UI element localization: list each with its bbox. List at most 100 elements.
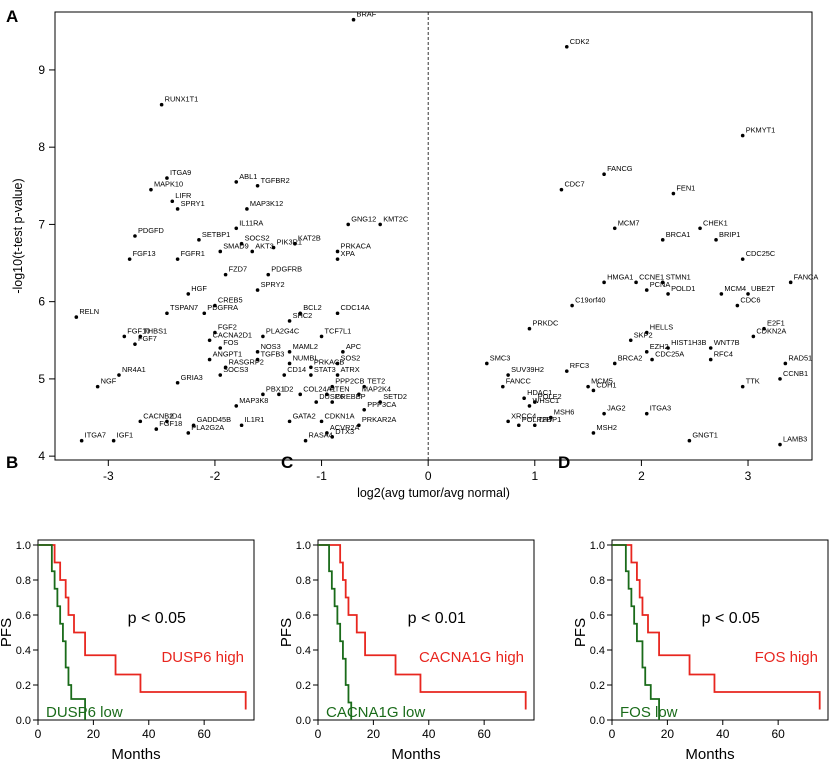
- gene-label: LAMB3: [783, 435, 807, 444]
- x-tick-label: 40: [142, 727, 156, 741]
- gene-label: RASGRP2: [229, 357, 264, 366]
- gene-point: [735, 303, 740, 308]
- gene-label: CDC6: [740, 296, 760, 305]
- gene-point: [165, 419, 169, 424]
- gene-label: UBE2T: [751, 284, 775, 293]
- gene-point: [612, 226, 617, 231]
- gene-label: TET2: [367, 377, 385, 386]
- gene-label: POLD1: [671, 284, 695, 293]
- gene-point: [239, 423, 244, 428]
- gene-label: HELLS: [650, 323, 673, 332]
- gene-point: [644, 288, 649, 292]
- legend-high: CACNA1G high: [419, 649, 524, 666]
- gene-point: [788, 280, 793, 285]
- gene-point: [325, 392, 329, 397]
- gene-label: WHSC1: [532, 396, 559, 405]
- gene-point: [170, 199, 175, 204]
- x-axis-label: Months: [685, 746, 734, 763]
- gene-point: [165, 311, 169, 316]
- gene-point: [218, 346, 223, 350]
- gene-point: [175, 380, 180, 385]
- y-tick-label: 0.4: [16, 645, 31, 657]
- gene-point: [644, 411, 649, 416]
- y-tick-label: 1.0: [590, 540, 605, 552]
- gene-point: [612, 361, 617, 366]
- gene-point: [671, 191, 676, 196]
- legend-low: CACNA1G low: [326, 704, 425, 721]
- gene-label: ITGA9: [170, 168, 191, 177]
- x-tick-label: 60: [771, 727, 785, 741]
- gene-label: ID4: [170, 411, 182, 420]
- gene-point: [591, 388, 596, 393]
- y-tick-label: 4: [38, 449, 45, 463]
- gene-label: PTEN: [330, 384, 350, 393]
- gene-point: [751, 334, 756, 339]
- gene-point: [740, 384, 745, 389]
- km-plot-fos: 0 20 40 60 0.0 0.2 0.4 0.6 0.8 1.0 Months PFS p < 0.…: [572, 539, 829, 763]
- gene-point: [239, 241, 244, 246]
- gene-label: FGF13: [133, 249, 156, 258]
- gene-point: [740, 257, 745, 261]
- gene-label: IL1R1: [245, 415, 265, 424]
- gene-label: DUSP6: [319, 392, 344, 401]
- gene-point: [591, 431, 596, 435]
- gene-point: [362, 384, 366, 389]
- gene-label: ATRX: [341, 365, 360, 374]
- gene-point: [660, 280, 665, 285]
- plot-frame: [37, 539, 255, 721]
- x-tick-label: -2: [210, 469, 221, 483]
- km-plot-cacna1g: 0 20 40 60 0.0 0.2 0.4 0.6 0.8 1.0 Months PFS p < 0.…: [278, 539, 535, 763]
- gene-label: PRKACA: [341, 241, 371, 250]
- gene-point: [532, 423, 537, 428]
- gene-point: [714, 238, 718, 242]
- gene-point: [255, 288, 260, 292]
- gene-point: [255, 350, 260, 354]
- gene-point: [501, 384, 505, 389]
- gene-label: SETD2: [383, 392, 407, 401]
- y-axis-label: PFS: [0, 618, 15, 647]
- survival-curve-high: [318, 544, 527, 710]
- gene-label: PPP3CA: [367, 400, 396, 409]
- gene-label: TSPAN7: [170, 303, 198, 312]
- gene-label: GNGT1: [692, 431, 717, 440]
- gene-label: JAG2: [607, 404, 625, 413]
- gene-label: FANCA: [794, 272, 819, 281]
- x-tick-label: 3: [745, 469, 752, 483]
- gene-label: NR4A1: [122, 365, 146, 374]
- gene-label: RUNX1T1: [165, 95, 199, 104]
- gene-point: [223, 272, 228, 277]
- y-axis-label: PFS: [278, 618, 295, 647]
- gene-label: PDGFRA: [207, 303, 238, 312]
- gene-point: [287, 419, 292, 424]
- y-tick-label: 0.4: [590, 645, 605, 657]
- gene-point: [650, 357, 654, 362]
- y-tick-label: 1.0: [16, 540, 31, 552]
- x-tick-label: 20: [367, 727, 381, 741]
- gene-label: CREBBP: [335, 392, 365, 401]
- y-tick-label: 0.8: [16, 575, 31, 587]
- gene-point: [708, 346, 713, 350]
- gene-label: FEN1: [676, 184, 695, 193]
- x-tick-label: 40: [716, 727, 730, 741]
- gene-point: [303, 438, 308, 443]
- gene-label: MAP3K8: [239, 396, 268, 405]
- gene-point: [138, 419, 143, 424]
- gene-point: [127, 257, 132, 261]
- gene-point: [335, 249, 340, 254]
- x-tick-label: 2: [638, 469, 645, 483]
- legend-low: FOS low: [620, 704, 678, 721]
- gene-point: [330, 435, 335, 439]
- gene-label: NGF: [101, 377, 117, 386]
- gene-label: CDKN2A: [756, 326, 786, 335]
- gene-label: GATA2: [293, 411, 316, 420]
- survival-curve-high: [612, 544, 821, 710]
- gene-label: GADD45B: [197, 415, 232, 424]
- gene-point: [762, 326, 766, 331]
- gene-point: [79, 438, 84, 443]
- gene-label: MAP2K4: [362, 384, 391, 393]
- gene-label: FGF7: [138, 334, 157, 343]
- gene-label: CCNB1: [783, 369, 808, 378]
- gene-point: [309, 373, 313, 377]
- y-tick-label: 6: [38, 295, 45, 309]
- gene-point: [298, 311, 303, 316]
